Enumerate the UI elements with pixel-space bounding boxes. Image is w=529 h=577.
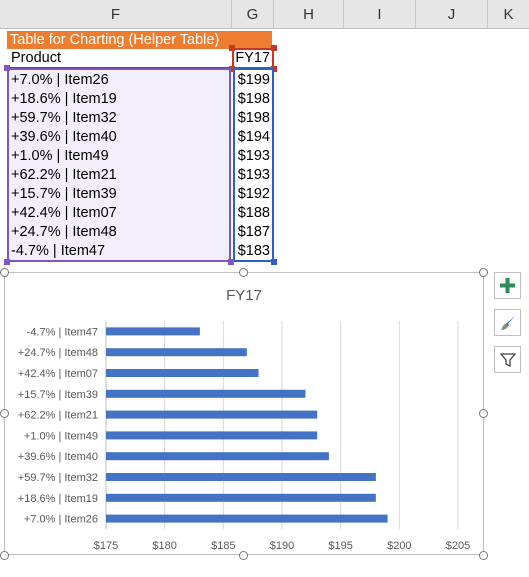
bar[interactable] (106, 431, 318, 440)
bar[interactable] (106, 410, 318, 419)
chart-svg: FY17 +7.0% | Item26 +18.6% | Item19 +59.7%… (18, 287, 470, 552)
bar[interactable] (106, 452, 329, 461)
value-range[interactable] (233, 68, 274, 262)
column-header-j[interactable]: J (416, 0, 488, 29)
bar[interactable] (106, 389, 306, 398)
product-cell[interactable]: +24.7% | Item48 (11, 224, 117, 240)
column-header-f[interactable]: F (0, 0, 232, 29)
product-cell[interactable]: +42.4% | Item07 (11, 205, 117, 221)
product-range-handle[interactable] (4, 65, 10, 71)
value-cell[interactable]: $193 (237, 167, 270, 183)
category-label: +7.0% | Item26 (24, 514, 98, 526)
brush-icon (500, 315, 515, 330)
header-product-cell[interactable]: Product (7, 49, 231, 68)
x-tick-label: $175 (94, 540, 118, 552)
product-cell[interactable]: -4.7% | Item47 (11, 243, 106, 259)
category-label: +62.2% | Item21 (18, 410, 98, 422)
column-letter: F (110, 5, 121, 23)
column-letter: G (246, 5, 259, 23)
header-range-handle[interactable] (229, 66, 235, 72)
value-cell[interactable]: $194 (237, 129, 270, 145)
value-cell[interactable]: $192 (237, 186, 270, 202)
category-label: +59.7% | Item32 (18, 472, 98, 484)
category-label: +39.6% | Item40 (18, 451, 98, 463)
value-cell[interactable]: $193 (237, 148, 270, 164)
helper-table-title[interactable]: Table for Charting (Helper Table) (7, 31, 272, 49)
chart-axis-labels: $175 $180 $185 $190 $195 $200 $205 (94, 540, 470, 552)
category-label: +15.7% | Item39 (18, 389, 98, 401)
column-letter: I (377, 5, 382, 23)
bar[interactable] (106, 493, 376, 502)
column-header-g[interactable]: G (232, 0, 274, 29)
column-header-k[interactable]: K (488, 0, 529, 29)
product-cell[interactable]: +59.7% | Item32 (11, 110, 117, 126)
value-range-handle[interactable] (271, 259, 277, 265)
bar-chart[interactable]: FY17 +7.0% | Item26 +18.6% | Item19 +59.7%… (4, 272, 484, 555)
x-tick-label: $200 (387, 540, 411, 552)
x-tick-label: $195 (328, 540, 352, 552)
chart-filters-button[interactable] (494, 346, 521, 373)
column-header-i[interactable]: I (344, 0, 416, 29)
header-value-cell[interactable]: FY17 (232, 48, 274, 69)
filter-icon (499, 352, 516, 367)
x-tick-label: $185 (211, 540, 235, 552)
value-cell[interactable]: $188 (237, 205, 270, 221)
chart-category-labels: +7.0% | Item26 +18.6% | Item19 +59.7% | It… (18, 326, 98, 525)
value-cell[interactable]: $187 (237, 224, 270, 240)
product-cell[interactable]: +1.0% | Item49 (11, 148, 109, 164)
product-range-handle[interactable] (228, 259, 234, 265)
chart-title: FY17 (226, 287, 262, 304)
value-cell[interactable]: $198 (237, 91, 270, 107)
product-cell[interactable]: +39.6% | Item40 (11, 129, 117, 145)
column-letter: J (447, 5, 456, 23)
bar[interactable] (106, 348, 247, 357)
header-range-handle[interactable] (229, 45, 235, 51)
header-product-label: Product (11, 50, 61, 66)
category-label: +24.7% | Item48 (18, 347, 98, 359)
chart-resize-handle[interactable] (0, 409, 9, 418)
product-cell[interactable]: +15.7% | Item39 (11, 186, 117, 202)
chart-resize-handle[interactable] (0, 268, 9, 277)
value-cell[interactable]: $199 (237, 72, 270, 88)
x-tick-label: $205 (446, 540, 470, 552)
column-letter: K (503, 5, 514, 23)
chart-elements-button[interactable] (494, 272, 521, 299)
product-cell[interactable]: +62.2% | Item21 (11, 167, 117, 183)
product-cell[interactable]: +7.0% | Item26 (11, 72, 109, 88)
chart-resize-handle[interactable] (479, 268, 488, 277)
chart-resize-handle[interactable] (479, 551, 488, 560)
chart-resize-handle[interactable] (0, 551, 9, 560)
chart-styles-button[interactable] (494, 309, 521, 336)
header-range-handle[interactable] (271, 66, 277, 72)
bar[interactable] (106, 327, 200, 336)
bar[interactable] (106, 369, 259, 377)
category-label: +42.4% | Item07 (18, 368, 98, 380)
header-value-label: FY17 (235, 50, 270, 66)
product-cell[interactable]: +18.6% | Item19 (11, 91, 117, 107)
bar[interactable] (106, 514, 388, 523)
value-cell[interactable]: $183 (237, 243, 270, 259)
column-header-h[interactable]: H (274, 0, 344, 29)
x-tick-label: $190 (270, 540, 294, 552)
category-label: +1.0% | Item49 (24, 430, 98, 442)
chart-resize-handle[interactable] (239, 268, 248, 277)
category-label: +18.6% | Item19 (18, 493, 98, 505)
product-range-handle[interactable] (4, 259, 10, 265)
chart-resize-handle[interactable] (479, 409, 488, 418)
column-letter: H (303, 5, 314, 23)
plus-icon (500, 278, 515, 293)
bar[interactable] (106, 473, 376, 481)
chart-bars (106, 327, 388, 523)
value-cell[interactable]: $198 (237, 110, 270, 126)
header-range-handle[interactable] (271, 45, 277, 51)
chart-resize-handle[interactable] (239, 551, 248, 560)
category-label: -4.7% | Item47 (27, 326, 98, 338)
x-tick-label: $180 (152, 540, 176, 552)
product-range[interactable] (7, 68, 231, 262)
